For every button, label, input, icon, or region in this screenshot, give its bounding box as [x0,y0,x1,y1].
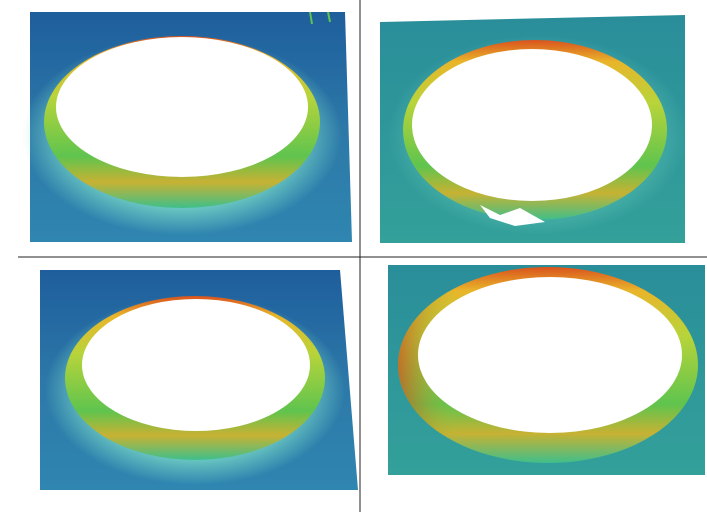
crater [412,49,652,201]
panel-top-right [380,15,688,243]
crater [418,277,682,433]
crater [82,299,310,431]
crater [56,37,308,177]
page [0,0,707,512]
figure [0,0,707,512]
panel-top-left [22,12,352,242]
panel-bottom-right [388,265,705,475]
panel-bottom-left [40,270,358,490]
